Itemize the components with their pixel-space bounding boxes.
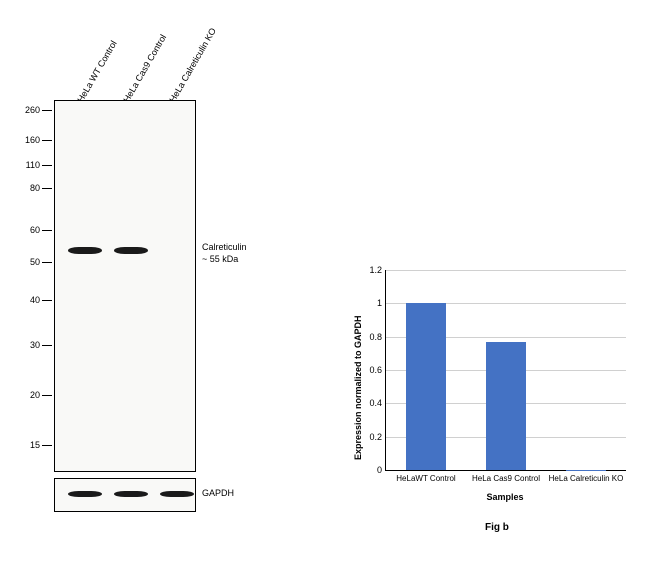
ytick-label: 1 [360,298,382,308]
bar [406,303,446,470]
marker-label: 110 [16,160,40,170]
marker-tick [42,445,52,446]
figure-label: Fig b [485,522,509,533]
lane-label-3: HeLa Calreticulin KO [167,26,218,104]
bar [486,342,526,470]
marker-tick [42,165,52,166]
lane-label-2: HeLa Cas9 Control [121,33,168,104]
target-band [68,247,102,254]
western-blot-panel: HeLa WT Control HeLa Cas9 Control HeLa C… [10,10,300,570]
marker-tick [42,300,52,301]
marker-tick [42,110,52,111]
marker-label: 260 [16,105,40,115]
gapdh-band [114,491,148,497]
chart-plot-area: 00.20.40.60.811.2HeLaWT ControlHeLa Cas9… [385,270,626,471]
xtick-label: HeLa Calreticulin KO [546,474,626,483]
ytick-label: 0.8 [360,332,382,342]
marker-label: 40 [16,295,40,305]
ytick-label: 0.2 [360,432,382,442]
target-kda-label: ~ 55 kDa [202,254,238,264]
marker-label: 20 [16,390,40,400]
marker-label: 60 [16,225,40,235]
main-blot-box [54,100,196,472]
ytick-label: 0.4 [360,398,382,408]
loading-name-label: GAPDH [202,488,234,498]
marker-label: 80 [16,183,40,193]
marker-label: 160 [16,135,40,145]
x-axis-title: Samples [385,492,625,502]
gridline [386,270,626,271]
marker-label: 15 [16,440,40,450]
lane-label-1: HeLa WT Control [75,39,118,104]
marker-tick [42,345,52,346]
bar-chart-panel: Expression normalized to GAPDH 00.20.40.… [335,260,635,540]
target-band [114,247,148,254]
marker-tick [42,395,52,396]
ytick-label: 1.2 [360,265,382,275]
bar [566,470,606,471]
marker-tick [42,230,52,231]
marker-tick [42,188,52,189]
marker-tick [42,262,52,263]
gapdh-band [68,491,102,497]
gapdh-band [160,491,194,497]
ytick-label: 0 [360,465,382,475]
xtick-label: HeLa Cas9 Control [466,474,546,483]
marker-tick [42,140,52,141]
ytick-label: 0.6 [360,365,382,375]
marker-label: 50 [16,257,40,267]
target-name-label: Calreticulin [202,242,247,252]
xtick-label: HeLaWT Control [386,474,466,483]
marker-label: 30 [16,340,40,350]
